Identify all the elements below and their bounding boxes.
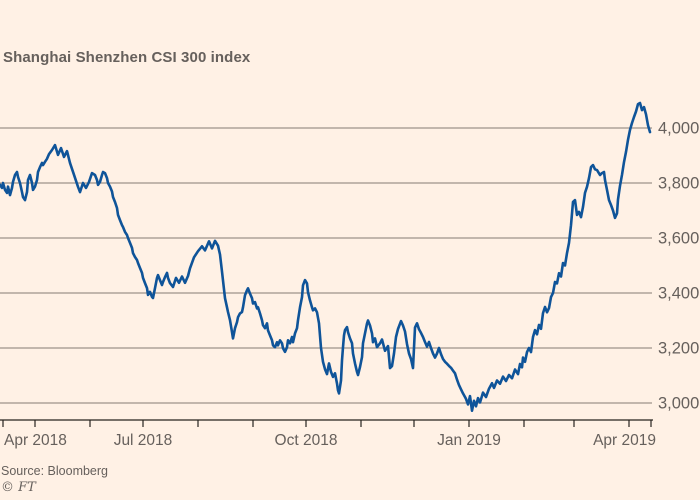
y-tick-label: 3,200 xyxy=(658,340,699,358)
x-tick-label: Apr 2019 xyxy=(593,432,656,449)
y-tick-label: 4,000 xyxy=(658,120,699,138)
index-line-series xyxy=(0,101,652,412)
x-tick-label: Oct 2018 xyxy=(275,432,338,449)
x-tick-label: Jul 2018 xyxy=(114,432,173,449)
chart-title: Shanghai Shenzhen CSI 300 index xyxy=(3,49,251,66)
source-label: Source: Bloomberg xyxy=(1,464,109,478)
y-tick-label: 3,800 xyxy=(658,175,699,193)
y-tick-label: 3,600 xyxy=(658,230,699,248)
y-tick-label: 3,000 xyxy=(658,395,699,413)
y-tick-label: 3,400 xyxy=(658,285,699,303)
x-tick-label: Jan 2019 xyxy=(437,432,501,449)
ft-copyright: © FT xyxy=(1,480,36,495)
x-tick-label: Apr 2018 xyxy=(4,432,67,449)
